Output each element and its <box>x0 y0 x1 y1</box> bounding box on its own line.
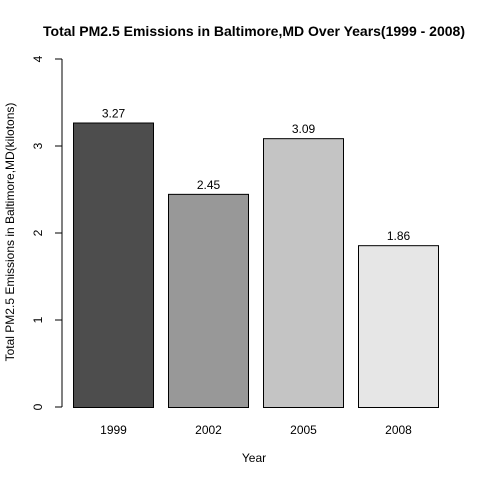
data-label: 3.27 <box>102 107 126 121</box>
x-tick-label: 2005 <box>290 423 317 437</box>
chart-title: Total PM2.5 Emissions in Baltimore,MD Ov… <box>43 23 465 39</box>
y-tick-label: 0 <box>31 403 45 410</box>
x-axis-label: Year <box>242 451 266 465</box>
bar-2002 <box>168 193 249 408</box>
y-tick-label: 4 <box>31 55 45 62</box>
x-tick-label: 2002 <box>195 423 222 437</box>
x-tick-labels: 1999 2002 2005 2008 <box>100 423 412 437</box>
y-axis-label: Total PM2.5 Emissions in Baltimore,MD(ki… <box>3 103 17 362</box>
x-tick-label: 1999 <box>100 423 127 437</box>
data-labels: 3.27 2.45 3.09 1.86 <box>102 107 411 244</box>
data-label: 3.09 <box>292 122 316 136</box>
data-label: 1.86 <box>387 229 411 243</box>
bar-1999 <box>73 122 154 408</box>
y-tick-label: 1 <box>31 316 45 323</box>
x-tick-label: 2008 <box>385 423 412 437</box>
bars <box>73 122 439 408</box>
bar-2005 <box>263 138 344 408</box>
data-label: 2.45 <box>197 178 221 192</box>
bar-2008 <box>358 245 439 408</box>
y-tick-label: 2 <box>31 229 45 236</box>
y-axis: 0 1 2 3 4 <box>31 55 63 410</box>
y-tick-label: 3 <box>31 142 45 149</box>
